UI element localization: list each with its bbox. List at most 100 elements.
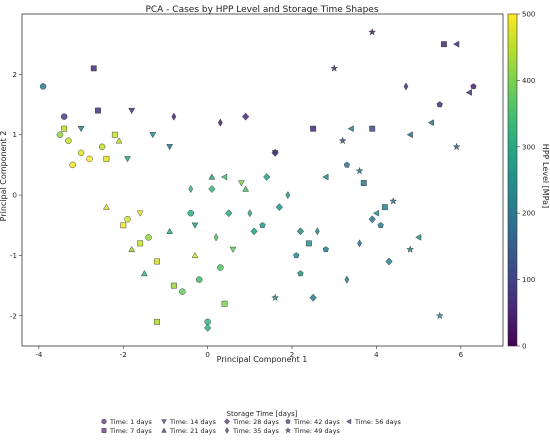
- data-point: [436, 101, 443, 108]
- data-point: [149, 132, 157, 139]
- data-point: [154, 258, 160, 265]
- x-tick-label: -4: [35, 351, 43, 359]
- data-point: [90, 65, 97, 72]
- data-point: [208, 173, 216, 180]
- legend-label: Time: 1 days: [109, 418, 152, 426]
- colorbar: 0 100 200 300 400 500: [507, 11, 535, 351]
- y-tick-label: -1: [10, 252, 17, 260]
- data-point: [128, 107, 136, 114]
- data-point: [61, 125, 68, 132]
- data-point: [191, 222, 199, 229]
- data-point: [39, 83, 47, 90]
- data-point: [309, 293, 317, 302]
- data-point: [322, 173, 329, 181]
- data-point: [103, 203, 110, 210]
- colorbar-label: HPP Level [MPa]: [541, 144, 550, 208]
- data-point: [373, 209, 380, 217]
- data-point: [115, 137, 123, 144]
- legend-marker: [101, 428, 107, 433]
- data-point: [136, 210, 144, 217]
- data-point: [296, 227, 305, 236]
- data-point: [145, 234, 152, 241]
- x-tick-label: 4: [374, 351, 379, 359]
- legend-marker: [346, 418, 352, 425]
- data-point: [453, 40, 460, 48]
- data-point: [124, 216, 131, 223]
- legend-marker: [224, 418, 230, 425]
- x-tick-label: 0: [205, 351, 209, 359]
- data-point: [338, 136, 347, 145]
- colorbar-tick-label: 400: [522, 77, 535, 85]
- data-point: [343, 161, 350, 168]
- data-point: [389, 197, 398, 205]
- y-tick-label: -2: [10, 312, 17, 320]
- data-point: [179, 288, 186, 295]
- data-point: [427, 119, 434, 126]
- data-point: [221, 300, 228, 307]
- data-point: [271, 293, 280, 302]
- plot-frame: [21, 13, 504, 347]
- data-point: [128, 246, 136, 253]
- data-point: [103, 155, 110, 162]
- data-point: [170, 282, 177, 289]
- data-point: [188, 185, 194, 194]
- data-point: [98, 143, 106, 151]
- data-point: [435, 311, 444, 320]
- data-point: [65, 137, 72, 144]
- y-tick-label: 1: [13, 131, 17, 139]
- data-point: [124, 156, 131, 163]
- legend-marker: [161, 427, 167, 433]
- data-point: [242, 185, 249, 192]
- legend-title: Storage Time [days]: [227, 410, 298, 418]
- legend-marker: [284, 427, 292, 434]
- data-point: [217, 264, 224, 271]
- chart-title: PCA - Cases by HPP Level and Storage Tim…: [145, 5, 378, 15]
- x-axis-label: Principal Component 1: [217, 355, 308, 364]
- legend-label: Time: 21 days: [169, 427, 216, 435]
- legend-label: Time: 14 days: [169, 418, 216, 426]
- data-point: [137, 240, 144, 247]
- y-tick-label: 2: [13, 71, 17, 79]
- data-point: [330, 64, 339, 72]
- data-point: [297, 270, 304, 277]
- data-point: [171, 112, 177, 121]
- data-point: [344, 275, 350, 284]
- data-point: [465, 89, 472, 96]
- data-point: [196, 276, 203, 283]
- data-point: [225, 209, 233, 218]
- data-point: [360, 180, 367, 186]
- data-point: [315, 227, 320, 236]
- data-point: [377, 222, 384, 228]
- data-point: [56, 131, 64, 138]
- data-point: [60, 113, 68, 120]
- data-point: [452, 142, 461, 151]
- data-point: [406, 131, 413, 139]
- colorbar-tick-label: 200: [522, 210, 535, 218]
- data-point: [263, 173, 271, 181]
- colorbar-tick-label: 100: [522, 276, 535, 284]
- plot-area: -4 -2 0 2 4 6 -2 -1 0 1 2: [10, 13, 504, 359]
- data-point: [204, 323, 212, 332]
- data-point: [381, 204, 388, 211]
- data-point: [166, 144, 174, 151]
- x-tick-label: -2: [120, 351, 127, 359]
- data-point: [347, 125, 354, 133]
- data-point: [250, 227, 258, 236]
- data-point: [238, 180, 245, 187]
- data-point: [86, 155, 93, 163]
- data-point: [187, 209, 194, 217]
- data-point: [204, 318, 211, 326]
- y-axis-label: Principal Component 2: [0, 131, 8, 222]
- legend-marker: [225, 427, 229, 434]
- data-point: [141, 270, 148, 277]
- data-point: [271, 148, 279, 157]
- data-point: [441, 41, 447, 48]
- data-point: [221, 173, 228, 181]
- x-tick-label: 6: [459, 351, 464, 359]
- data-point: [322, 246, 329, 253]
- data-point: [69, 161, 76, 169]
- data-point: [306, 240, 312, 247]
- data-point: [406, 245, 415, 253]
- data-point: [259, 222, 266, 228]
